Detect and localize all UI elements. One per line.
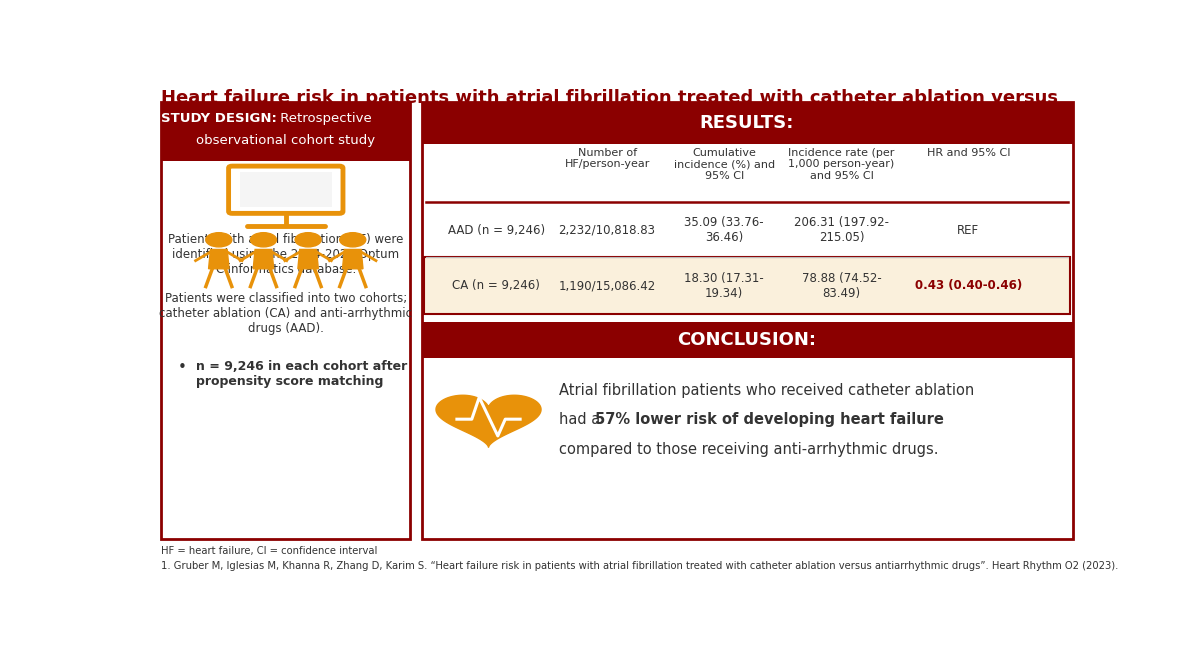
Text: had a: had a xyxy=(559,412,605,427)
Text: AAD (n = 9,246): AAD (n = 9,246) xyxy=(448,224,545,237)
FancyBboxPatch shape xyxy=(228,166,343,213)
Text: RESULTS:: RESULTS: xyxy=(700,114,794,132)
Circle shape xyxy=(295,233,322,247)
FancyBboxPatch shape xyxy=(421,321,1073,358)
Text: Incidence rate (per
1,000 person-year)
and 95% CI: Incidence rate (per 1,000 person-year) a… xyxy=(788,148,895,181)
Text: CONCLUSION:: CONCLUSION: xyxy=(678,331,816,349)
FancyBboxPatch shape xyxy=(161,102,410,160)
Text: Retrospective: Retrospective xyxy=(276,112,372,125)
Text: 1. Gruber M, Iglesias M, Khanna R, Zhang D, Karim S. “Heart failure risk in pati: 1. Gruber M, Iglesias M, Khanna R, Zhang… xyxy=(161,561,1118,571)
Text: 18.30 (17.31-
19.34): 18.30 (17.31- 19.34) xyxy=(684,271,764,300)
Polygon shape xyxy=(253,249,274,269)
Text: HR and 95% CI: HR and 95% CI xyxy=(926,148,1010,158)
Polygon shape xyxy=(436,395,541,447)
FancyBboxPatch shape xyxy=(240,172,332,207)
Text: 78.88 (74.52-
83.49): 78.88 (74.52- 83.49) xyxy=(802,271,881,300)
Text: 2,232/10,818.83: 2,232/10,818.83 xyxy=(558,224,655,237)
FancyBboxPatch shape xyxy=(425,257,1069,314)
Polygon shape xyxy=(209,249,229,269)
Text: antiarrhythmic drugs: antiarrhythmic drugs xyxy=(161,106,376,123)
Text: 1: 1 xyxy=(304,106,311,116)
Circle shape xyxy=(206,233,232,247)
FancyBboxPatch shape xyxy=(421,102,1073,144)
Text: 57% lower risk of developing heart failure: 57% lower risk of developing heart failu… xyxy=(594,412,943,427)
Text: 0.43 (0.40-0.46): 0.43 (0.40-0.46) xyxy=(914,279,1022,292)
Text: Patients with atrial fibrillation (AF) were
identified using the 2014-2022 Optum: Patients with atrial fibrillation (AF) w… xyxy=(168,233,403,276)
Text: HF = heart failure, CI = confidence interval: HF = heart failure, CI = confidence inte… xyxy=(161,546,378,556)
Text: 206.31 (197.92-
215.05): 206.31 (197.92- 215.05) xyxy=(794,216,889,244)
FancyBboxPatch shape xyxy=(421,102,1073,539)
Text: REF: REF xyxy=(958,224,979,237)
Text: Number of
HF/person-year: Number of HF/person-year xyxy=(564,148,649,170)
Text: STUDY DESIGN:: STUDY DESIGN: xyxy=(161,112,276,125)
Text: compared to those receiving anti-arrhythmic drugs.: compared to those receiving anti-arrhyth… xyxy=(559,442,938,457)
Text: Atrial fibrillation patients who received catheter ablation: Atrial fibrillation patients who receive… xyxy=(559,383,974,397)
Circle shape xyxy=(340,233,366,247)
Polygon shape xyxy=(342,249,362,269)
Text: •: • xyxy=(178,360,187,376)
Circle shape xyxy=(251,233,276,247)
Text: 1,190/15,086.42: 1,190/15,086.42 xyxy=(558,279,655,292)
Text: n = 9,246 in each cohort after
propensity score matching: n = 9,246 in each cohort after propensit… xyxy=(197,360,408,388)
Text: 35.09 (33.76-
36.46): 35.09 (33.76- 36.46) xyxy=(684,216,764,244)
Text: observational cohort study: observational cohort study xyxy=(197,133,376,147)
Polygon shape xyxy=(298,249,318,269)
Text: CA (n = 9,246): CA (n = 9,246) xyxy=(452,279,540,292)
Text: Cumulative
incidence (%) and
95% CI: Cumulative incidence (%) and 95% CI xyxy=(673,148,775,181)
FancyBboxPatch shape xyxy=(161,102,410,539)
Text: Patients were classified into two cohorts;
catheter ablation (CA) and anti-arrhy: Patients were classified into two cohort… xyxy=(160,292,413,335)
Text: Heart failure risk in patients with atrial fibrillation treated with catheter ab: Heart failure risk in patients with atri… xyxy=(161,89,1058,108)
